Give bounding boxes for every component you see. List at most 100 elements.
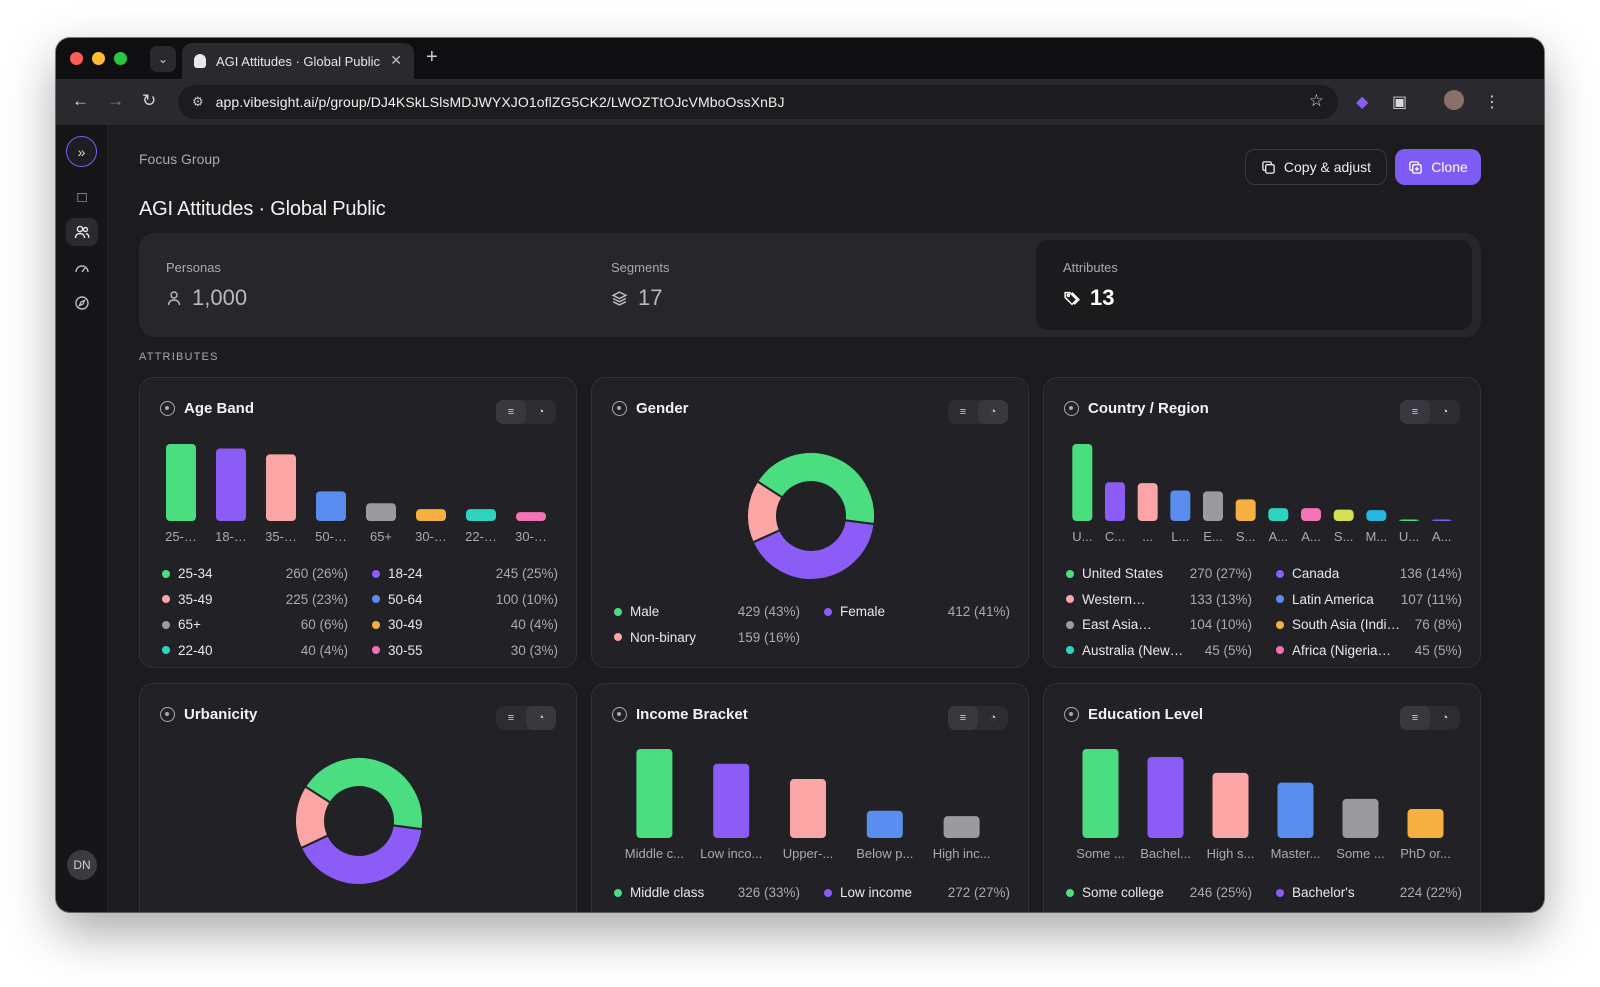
bookmark-star-icon[interactable]: ☆ [1308, 91, 1324, 110]
back-arrow-icon[interactable]: ← [72, 91, 89, 110]
clone-button[interactable]: Clone [1395, 149, 1481, 185]
education-bar[interactable] [1082, 749, 1119, 838]
pie-chart-toggle-icon[interactable]: ◔ [989, 712, 997, 724]
expand-sidebar-button[interactable]: » [66, 136, 97, 167]
income-bar[interactable] [713, 763, 750, 838]
pie-chart-toggle-icon[interactable]: ◔ [1441, 712, 1449, 724]
profile-avatar-icon[interactable] [1444, 90, 1464, 110]
user-avatar[interactable]: DN [67, 850, 97, 880]
bar-chart-toggle-icon[interactable]: ≡ [1400, 706, 1430, 730]
legend-item[interactable]: 35-49 225 (23%) [162, 592, 360, 607]
country-bar[interactable] [1170, 490, 1191, 521]
tab-search-button[interactable]: ⌄ [150, 46, 176, 72]
age-bar[interactable] [416, 509, 446, 521]
bar-chart-toggle-icon[interactable]: ≡ [496, 400, 526, 424]
income-bar[interactable] [636, 749, 673, 838]
age-bar[interactable] [516, 512, 546, 521]
forward-arrow-icon[interactable]: → [107, 91, 124, 110]
education-bar[interactable] [1212, 772, 1249, 838]
urbanicity-slice[interactable] [299, 824, 424, 886]
legend-item[interactable]: Canada 136 (14%) [1264, 566, 1462, 581]
age-bar[interactable] [266, 454, 296, 521]
age-bar[interactable] [216, 448, 246, 521]
maximize-window-button[interactable] [114, 52, 127, 65]
country-bar[interactable] [1105, 482, 1125, 521]
address-bar[interactable]: ⚙ app.vibesight.ai/p/group/DJ4KSkLSlsMDJ… [178, 85, 1338, 119]
minimize-window-button[interactable] [92, 52, 105, 65]
legend-item[interactable]: Low income 272 (27%) [812, 885, 1010, 900]
income-bar[interactable] [866, 810, 903, 838]
bar-chart-toggle-icon[interactable]: ≡ [1400, 400, 1430, 424]
personas-icon[interactable] [66, 218, 98, 246]
urbanicity-slice[interactable] [303, 756, 424, 831]
chat-icon[interactable]: □ [77, 188, 87, 206]
legend-item[interactable]: 18-24 245 (25%) [360, 566, 558, 581]
extension-drop-icon[interactable]: ◆ [1356, 94, 1369, 111]
new-tab-button[interactable]: + [426, 46, 438, 68]
gender-slice[interactable] [755, 451, 876, 526]
bar-chart-toggle-icon[interactable]: ≡ [959, 406, 967, 418]
education-bar[interactable] [1342, 798, 1379, 838]
legend-item[interactable]: South Asia (Indi… 76 (8%) [1264, 617, 1462, 632]
browser-menu-icon[interactable]: ⋮ [1484, 94, 1500, 111]
country-bar[interactable] [1072, 444, 1093, 521]
legend-item[interactable]: 22-40 40 (4%) [162, 643, 360, 658]
income-bar[interactable] [943, 816, 980, 838]
legend-item[interactable]: Male 429 (43%) [614, 604, 812, 619]
legend-item[interactable]: 30-49 40 (4%) [360, 617, 558, 632]
country-bar[interactable] [1333, 509, 1354, 521]
stat-personas[interactable]: Personas 1,000 [139, 233, 584, 337]
country-bar[interactable] [1399, 519, 1419, 522]
stat-segments[interactable]: Segments 17 [584, 233, 1029, 337]
close-tab-icon[interactable]: ✕ [390, 52, 402, 68]
legend-item[interactable]: United States 270 (27%) [1066, 566, 1264, 581]
gender-slice[interactable] [751, 519, 876, 581]
legend-item[interactable]: East Asia… 104 (10%) [1066, 617, 1264, 632]
legend-item[interactable]: Female 412 (41%) [812, 604, 1010, 619]
age-bar[interactable] [366, 503, 396, 521]
reload-icon[interactable]: ↻ [142, 91, 157, 110]
legend-item[interactable]: 65+ 60 (6%) [162, 617, 360, 632]
legend-item[interactable]: Some college 246 (25%) [1066, 885, 1264, 900]
country-bar[interactable] [1301, 508, 1321, 521]
country-bar[interactable] [1137, 483, 1158, 521]
age-bar[interactable] [466, 509, 496, 521]
legend-item[interactable]: Australia (New… 45 (5%) [1066, 643, 1264, 658]
legend-item[interactable]: Western… 133 (13%) [1066, 592, 1264, 607]
pie-chart-toggle-icon[interactable]: ◔ [978, 400, 1008, 424]
country-bar[interactable] [1235, 499, 1256, 521]
pie-chart-toggle-icon[interactable]: ◔ [537, 406, 545, 418]
country-bar[interactable] [1431, 519, 1452, 522]
bar-chart-toggle-icon[interactable]: ≡ [948, 706, 978, 730]
legend-item[interactable]: Non-binary 159 (16%) [614, 630, 812, 645]
bar-chart-toggle-icon[interactable]: ≡ [507, 712, 515, 724]
gender-slice[interactable] [746, 479, 784, 544]
legend-item[interactable]: 30-55 30 (3%) [360, 643, 558, 658]
pie-chart-toggle-icon[interactable]: ◔ [1441, 406, 1449, 418]
legend-item[interactable]: Africa (Nigeria… 45 (5%) [1264, 643, 1462, 658]
age-bar[interactable] [316, 491, 346, 521]
education-bar[interactable] [1147, 756, 1184, 838]
pie-chart-toggle-icon[interactable]: ◔ [526, 706, 556, 730]
legend-item[interactable]: 25-34 260 (26%) [162, 566, 360, 581]
stat-attributes[interactable]: Attributes 13 [1036, 240, 1472, 330]
income-bar[interactable] [790, 779, 826, 838]
age-bar[interactable] [166, 444, 196, 521]
gauge-icon[interactable] [66, 254, 98, 282]
education-bar[interactable] [1407, 809, 1444, 838]
breadcrumb[interactable]: Focus Group [139, 151, 220, 167]
browser-tab[interactable]: AGI Attitudes · Global Public ✕ [182, 43, 414, 79]
education-bar[interactable] [1277, 782, 1314, 838]
legend-item[interactable]: Middle class 326 (33%) [614, 885, 812, 900]
site-settings-icon[interactable]: ⚙ [192, 94, 204, 109]
copy-adjust-button[interactable]: Copy & adjust [1245, 149, 1387, 185]
extensions-puzzle-icon[interactable]: ▣ [1392, 94, 1408, 111]
country-bar[interactable] [1203, 491, 1223, 521]
country-bar[interactable] [1268, 508, 1289, 521]
country-bar[interactable] [1366, 510, 1387, 521]
close-window-button[interactable] [70, 52, 83, 65]
legend-item[interactable]: Latin America 107 (11%) [1264, 592, 1462, 607]
legend-item[interactable]: 50-64 100 (10%) [360, 592, 558, 607]
urbanicity-slice[interactable] [294, 785, 332, 850]
legend-item[interactable]: Bachelor's 224 (22%) [1264, 885, 1462, 900]
